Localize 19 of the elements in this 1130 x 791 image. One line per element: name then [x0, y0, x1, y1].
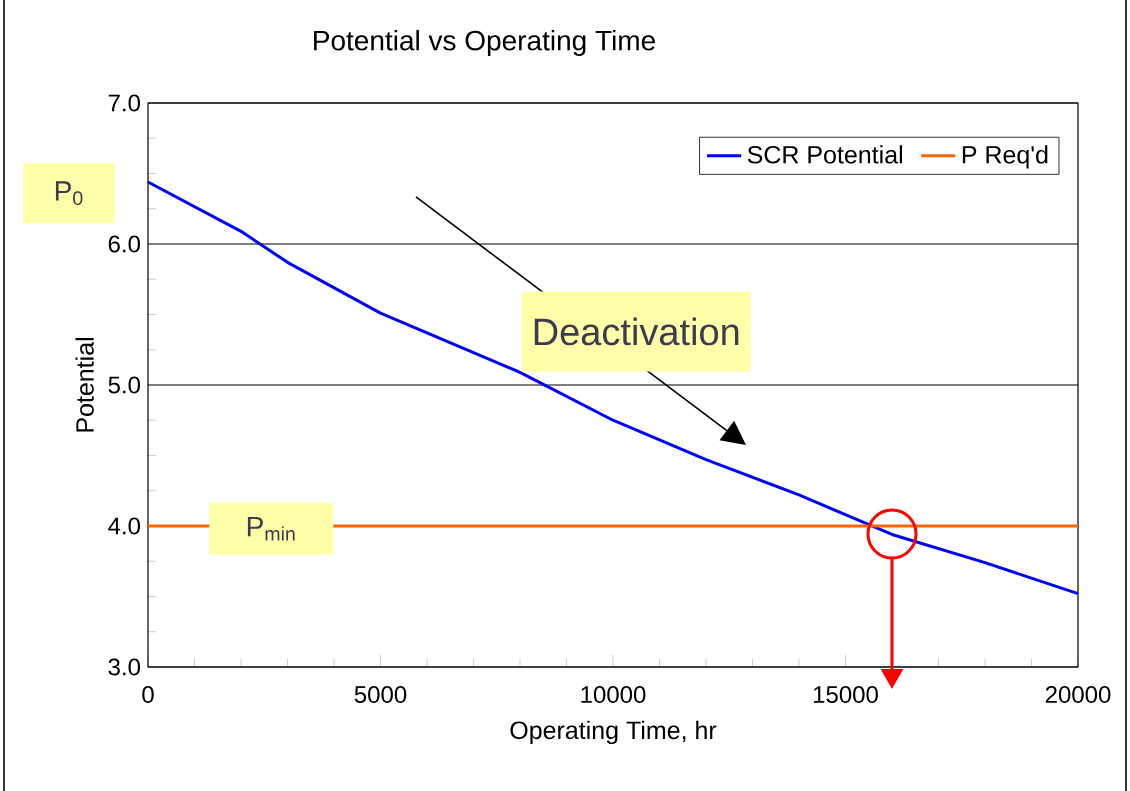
x-axis-title: Operating Time, hr	[510, 720, 717, 745]
legend-label: SCR Potential	[747, 145, 902, 164]
annotation: P$_{min}$	[247, 517, 295, 541]
x-tick-label: 5000	[354, 686, 407, 704]
x-tick-label: 15000	[813, 686, 878, 704]
x-tick-label: 10000	[581, 686, 646, 704]
y-tick-label: 5.0	[108, 376, 141, 394]
annotation: Deactivation	[534, 317, 739, 346]
y-tick-label: 6.0	[108, 235, 141, 253]
line-series	[146, 180, 1080, 596]
y-tick-label: 3.0	[108, 658, 141, 676]
x-tick-label: 0	[142, 686, 154, 704]
y-axis-title: Potential	[75, 338, 94, 432]
y-tick-label: 7.0	[108, 94, 141, 112]
chart-title: Potential vs Operating Time	[314, 29, 655, 57]
y-tick-label: 4.0	[108, 517, 141, 535]
legend-label: P Req'd	[962, 145, 1048, 169]
text: P$_{0}$	[55, 181, 83, 206]
x-tick-label: 20000	[1045, 686, 1111, 704]
